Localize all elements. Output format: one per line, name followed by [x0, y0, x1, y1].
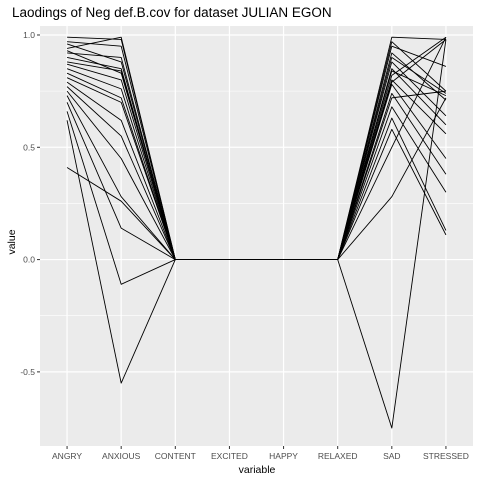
- panel-background: [40, 26, 473, 446]
- x-tick-label: SAD: [383, 451, 400, 461]
- y-tick-label: 1.0: [23, 30, 35, 40]
- plot-panel: [40, 26, 473, 446]
- x-axis-title: variable: [239, 464, 276, 476]
- x-tick-label: STRESSED: [423, 451, 469, 461]
- y-tick-label: 0.5: [23, 142, 35, 152]
- y-tick-label: -0.5: [20, 367, 35, 377]
- chart-title: Laodings of Neg def.B.cov for dataset JU…: [12, 5, 332, 20]
- x-tick-label: ANXIOUS: [102, 451, 141, 461]
- x-tick-label: HAPPY: [269, 451, 298, 461]
- y-tick-label: 0.0: [23, 255, 35, 265]
- x-tick-label: RELAXED: [318, 451, 358, 461]
- x-tick-label: CONTENT: [155, 451, 196, 461]
- y-axis: -0.5 0.0 0.5 1.0: [20, 30, 40, 377]
- x-tick-label: ANGRY: [52, 451, 82, 461]
- x-axis: ANGRY ANXIOUS CONTENT EXCITED HAPPY RELAXED SA…: [52, 446, 469, 461]
- y-axis-title: value: [6, 229, 18, 254]
- x-tick-label: EXCITED: [211, 451, 248, 461]
